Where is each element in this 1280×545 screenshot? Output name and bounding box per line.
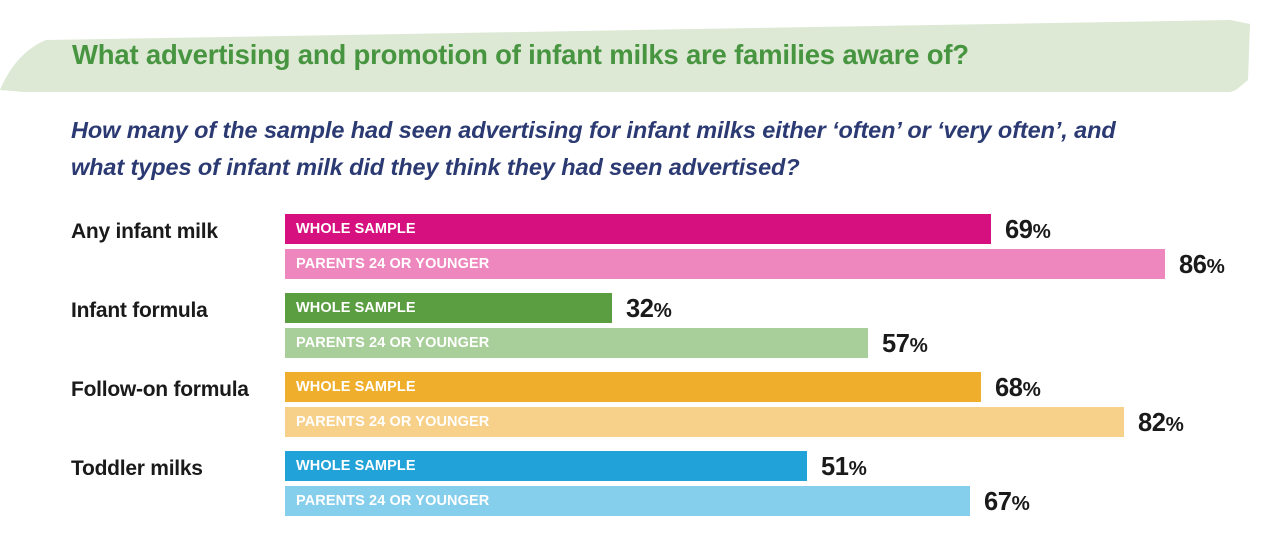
bar-parents-24-or-younger: PARENTS 24 OR YOUNGER — [285, 328, 868, 358]
bar-series-label: WHOLE SAMPLE — [296, 300, 416, 316]
bar-value-label: 57% — [882, 330, 928, 358]
bar-series-label: PARENTS 24 OR YOUNGER — [296, 335, 490, 351]
bar-series-label: PARENTS 24 OR YOUNGER — [296, 414, 490, 430]
bar-group-label: Any infant milk — [71, 220, 218, 243]
percent-sign: % — [1165, 413, 1184, 436]
bar-parents-24-or-younger: PARENTS 24 OR YOUNGER — [285, 249, 1165, 279]
bar-value-label: 82% — [1138, 409, 1184, 437]
bar-series-label: PARENTS 24 OR YOUNGER — [296, 256, 490, 272]
bar-value-label: 32% — [626, 295, 672, 323]
percent-sign: % — [653, 299, 672, 322]
bar-row: WHOLE SAMPLE 69% — [285, 214, 1221, 244]
bar-series-label: WHOLE SAMPLE — [296, 379, 416, 395]
percent-sign: % — [1032, 220, 1051, 243]
bar-value-label: 51% — [821, 453, 867, 481]
bar-row: WHOLE SAMPLE 68% — [285, 372, 1211, 402]
bar-value-label: 67% — [984, 488, 1030, 516]
bar-value-label: 68% — [995, 374, 1041, 402]
bar-row: WHOLE SAMPLE 51% — [285, 451, 1037, 481]
bar-group: Infant formula WHOLE SAMPLE 32% PARENTS 24 … — [0, 293, 1280, 364]
bar-whole-sample: WHOLE SAMPLE — [285, 372, 981, 402]
bar-row: PARENTS 24 OR YOUNGER 67% — [285, 486, 1200, 516]
bar-group: Any infant milk WHOLE SAMPLE 69% PARENTS 24… — [0, 214, 1280, 285]
percent-sign: % — [1206, 255, 1225, 278]
bar-group-label: Follow-on formula — [71, 378, 249, 401]
bar-row: PARENTS 24 OR YOUNGER 86% — [285, 249, 1280, 279]
bar-group-label: Toddler milks — [71, 457, 203, 480]
percent-sign: % — [1011, 492, 1030, 515]
page-title: What advertising and promotion of infant… — [72, 39, 969, 70]
bar-series-label: WHOLE SAMPLE — [296, 458, 416, 474]
bar-group-label: Infant formula — [71, 299, 208, 322]
bar-parents-24-or-younger: PARENTS 24 OR YOUNGER — [285, 486, 970, 516]
bar-whole-sample: WHOLE SAMPLE — [285, 293, 612, 323]
bar-row: PARENTS 24 OR YOUNGER 57% — [285, 328, 1098, 358]
bar-group: Toddler milks WHOLE SAMPLE 51% PARENTS 24 O… — [0, 451, 1280, 522]
bar-parents-24-or-younger: PARENTS 24 OR YOUNGER — [285, 407, 1124, 437]
bar-value-label: 69% — [1005, 216, 1051, 244]
bar-row: WHOLE SAMPLE 32% — [285, 293, 842, 323]
title-banner: What advertising and promotion of infant… — [0, 18, 1256, 92]
percent-sign: % — [909, 334, 928, 357]
percent-sign: % — [1022, 378, 1041, 401]
percent-sign: % — [848, 457, 867, 480]
banner-background-shape — [0, 20, 1250, 92]
page-subtitle: How many of the sample had seen advertis… — [71, 117, 1116, 180]
bar-group: Follow-on formula WHOLE SAMPLE 68% PARENTS … — [0, 372, 1280, 443]
bar-value-label: 86% — [1179, 251, 1225, 279]
bar-chart: Any infant milk WHOLE SAMPLE 69% PARENTS 24… — [0, 214, 1280, 544]
bar-row: PARENTS 24 OR YOUNGER 82% — [285, 407, 1280, 437]
bar-series-label: PARENTS 24 OR YOUNGER — [296, 493, 490, 509]
bar-series-label: WHOLE SAMPLE — [296, 221, 416, 237]
bar-whole-sample: WHOLE SAMPLE — [285, 214, 991, 244]
bar-whole-sample: WHOLE SAMPLE — [285, 451, 807, 481]
